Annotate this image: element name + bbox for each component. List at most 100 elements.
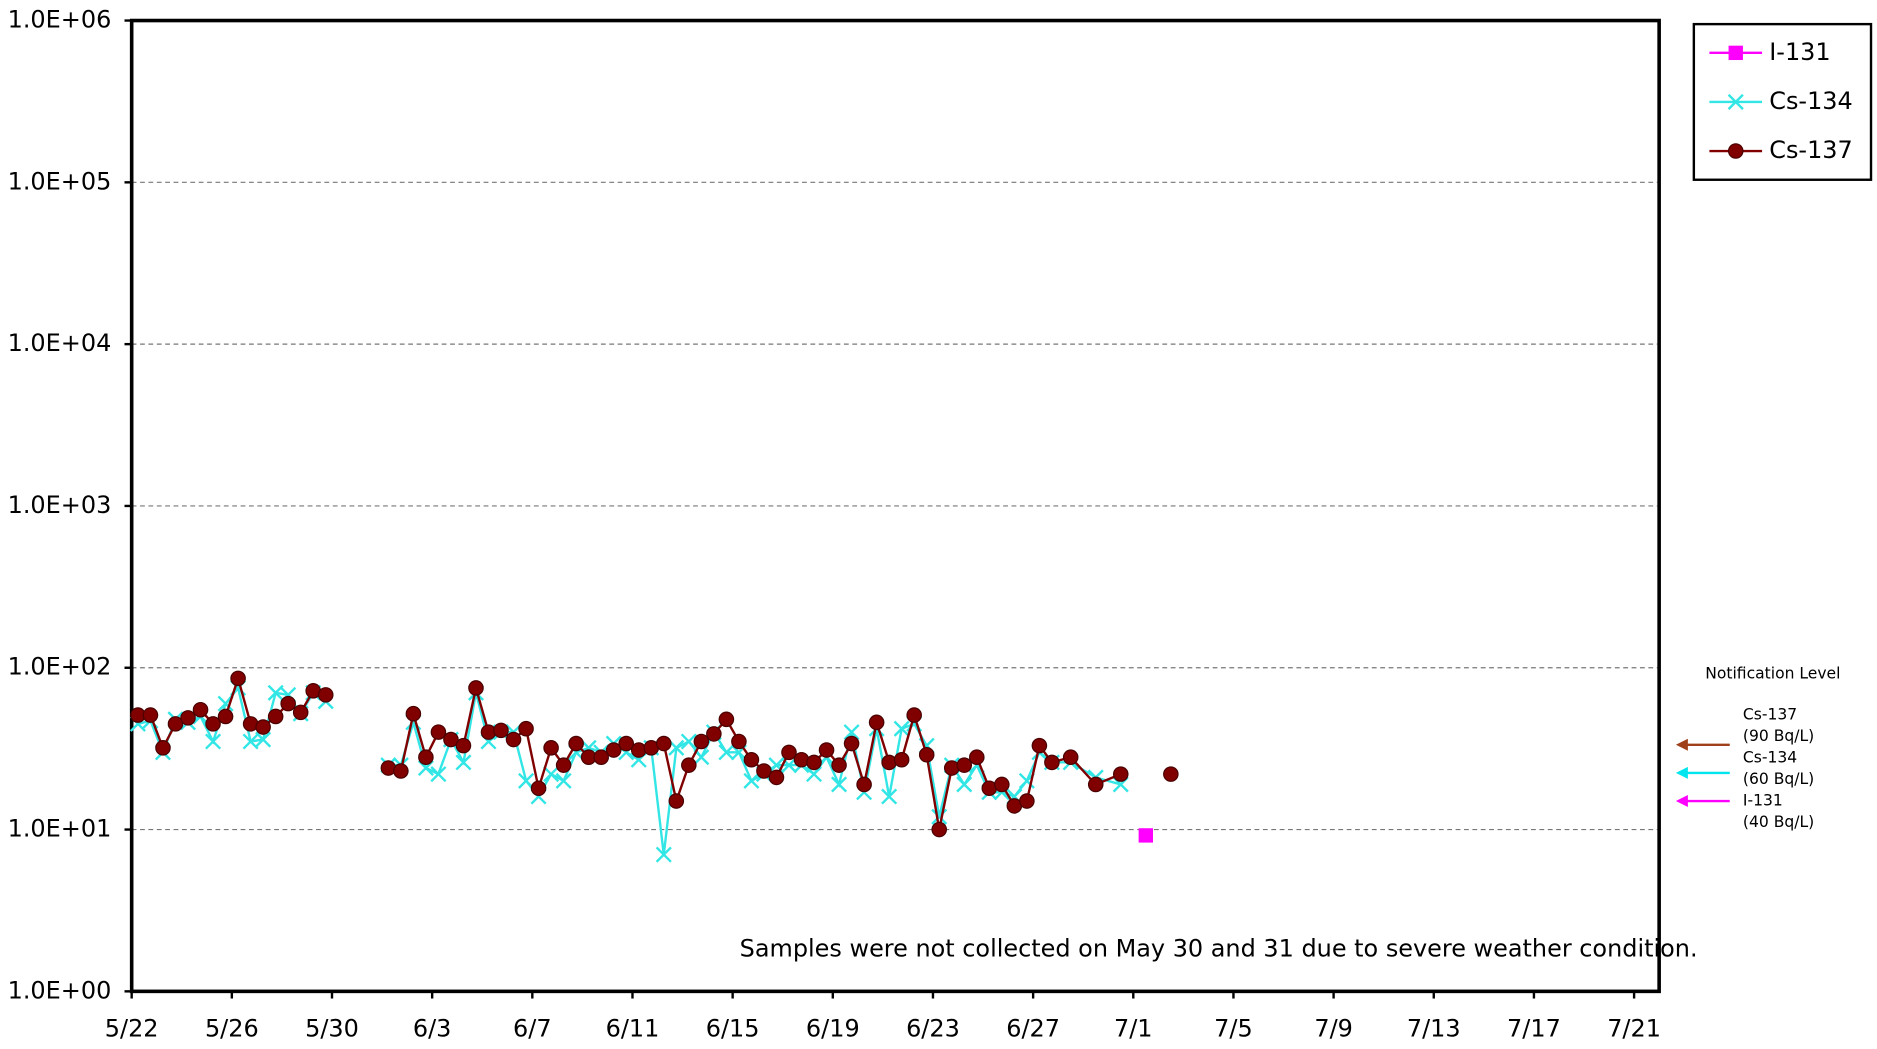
x-tick-label: 5/22 — [105, 1015, 159, 1043]
x-tick-label: 7/9 — [1314, 1015, 1353, 1043]
x-tick-label: 7/13 — [1407, 1015, 1461, 1043]
data-point — [142, 707, 159, 723]
notification-level: (40 Bq/L) — [1743, 813, 1814, 831]
data-point — [205, 733, 222, 750]
data-point — [781, 744, 797, 761]
data-point — [167, 716, 184, 732]
x-tick-label: 5/26 — [205, 1015, 259, 1043]
legend-marker — [1727, 93, 1744, 110]
data-point — [217, 708, 234, 725]
data-point — [893, 751, 910, 768]
data-point — [455, 737, 472, 754]
data-point — [756, 763, 772, 779]
legend-label: Cs-137 — [1769, 136, 1853, 164]
data-point — [1163, 766, 1179, 782]
data-point — [267, 708, 284, 725]
data-point — [918, 746, 935, 763]
data-point — [655, 846, 672, 863]
data-point — [255, 719, 271, 735]
data-point — [1087, 776, 1104, 793]
x-tick-label: 6/11 — [606, 1015, 660, 1043]
data-point — [805, 766, 823, 783]
data-point — [605, 742, 622, 758]
data-point — [743, 751, 760, 768]
data-point — [505, 731, 522, 748]
x-tick-label: 6/23 — [906, 1015, 960, 1043]
data-point — [1019, 793, 1035, 809]
data-point — [893, 720, 910, 737]
legend-label: I-131 — [1769, 38, 1830, 66]
x-tick-label: 7/21 — [1607, 1015, 1661, 1043]
legend-marker — [1727, 143, 1744, 159]
y-tick-label: 1.0E+05 — [8, 167, 112, 195]
data-point — [680, 733, 697, 750]
data-point — [969, 749, 985, 765]
data-point — [593, 749, 609, 765]
notification-level: (60 Bq/L) — [1743, 770, 1814, 788]
note: Samples were not collected on May 30 and… — [740, 934, 1698, 962]
data-point — [543, 766, 560, 783]
data-point — [793, 751, 810, 768]
data-point — [493, 722, 509, 739]
notification-arrowhead — [1675, 766, 1688, 779]
data-point — [681, 757, 697, 773]
data-point — [931, 808, 948, 825]
data-point — [518, 720, 534, 737]
data-point — [706, 726, 722, 742]
data-point — [831, 776, 848, 793]
data-point — [543, 740, 559, 756]
data-point — [280, 695, 296, 712]
data-point — [430, 724, 447, 740]
x-tick-label: 6/3 — [413, 1015, 452, 1043]
data-point — [718, 711, 735, 728]
data-point — [242, 733, 259, 750]
y-tick-label: 1.0E+03 — [8, 491, 112, 519]
x-tick-label: 6/15 — [706, 1015, 760, 1043]
data-point — [718, 744, 735, 761]
data-point — [656, 735, 672, 752]
legend-label: Cs-134 — [1769, 87, 1853, 115]
data-point — [831, 757, 847, 773]
data-point — [743, 772, 760, 789]
x-tick-label: 6/19 — [806, 1015, 860, 1043]
data-point — [455, 754, 472, 771]
data-point — [630, 742, 647, 758]
y-tick-label: 1.0E+01 — [8, 815, 112, 843]
data-point — [994, 776, 1010, 793]
data-point — [693, 733, 710, 750]
data-point — [856, 776, 872, 793]
notification-level: (90 Bq/L) — [1743, 727, 1814, 745]
notification-name: I-131 — [1743, 792, 1783, 810]
y-tick-label: 1.0E+00 — [8, 976, 112, 1004]
notification-name: Cs-137 — [1743, 705, 1797, 723]
data-point — [518, 772, 535, 789]
data-point — [255, 731, 272, 748]
data-point — [205, 716, 221, 732]
data-point — [555, 772, 572, 789]
data-point — [443, 731, 459, 748]
data-point — [868, 714, 885, 731]
data-point — [906, 707, 922, 723]
data-point — [956, 757, 973, 773]
x-tick-label: 6/7 — [513, 1015, 552, 1043]
data-point — [1062, 749, 1079, 765]
x-tick-label: 7/5 — [1214, 1015, 1253, 1043]
data-point — [430, 766, 447, 783]
data-point — [768, 769, 785, 786]
x-tick-label: 7/17 — [1507, 1015, 1561, 1043]
data-point — [555, 757, 572, 773]
data-point — [393, 763, 409, 779]
data-point — [292, 704, 309, 721]
data-point — [881, 754, 897, 771]
data-point — [618, 735, 635, 752]
data-point — [806, 754, 822, 771]
data-point — [530, 780, 547, 797]
data-point — [155, 740, 171, 756]
notification-title: Notification Level — [1705, 665, 1840, 683]
data-point — [267, 684, 284, 701]
data-point — [668, 793, 685, 809]
x-tick-label: 5/30 — [305, 1015, 359, 1043]
data-point — [843, 724, 860, 741]
